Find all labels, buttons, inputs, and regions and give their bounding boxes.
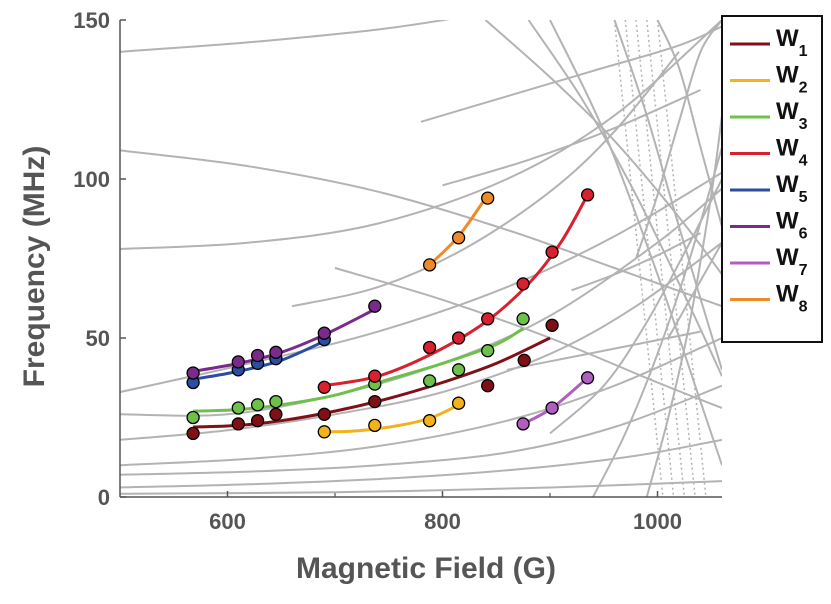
theory-curve	[120, 20, 722, 250]
theory-curve	[549, 20, 722, 466]
data-point-w3	[269, 394, 283, 409]
data-point-w3	[481, 344, 495, 358]
data-point-w2	[368, 418, 382, 433]
theory-curve	[120, 384, 722, 476]
data-point-w6	[317, 326, 331, 340]
series-fit-w7	[522, 376, 589, 426]
data-point-w4	[422, 340, 437, 355]
data-point-w7	[580, 371, 595, 385]
data-point-w2	[451, 396, 466, 410]
x-tick-label: 1000	[633, 509, 682, 534]
x-tick-label: 600	[209, 509, 246, 534]
data-point-w1	[186, 426, 200, 441]
x-axis-label: Magnetic Field (G)	[296, 552, 556, 585]
series-fit-w2	[324, 403, 460, 434]
theory-curve	[420, 25, 722, 123]
legend-label-w3: W3	[776, 98, 808, 133]
axes	[119, 19, 722, 498]
data-point-w4	[580, 188, 595, 202]
theory-curve	[635, 20, 722, 259]
legend-label-w5: W5	[776, 171, 808, 206]
data-point-w4	[545, 245, 559, 259]
x-tick-label: 800	[424, 509, 461, 534]
theory-curve	[120, 438, 722, 489]
theory-curve	[120, 171, 722, 394]
data-point-w2	[317, 425, 331, 439]
data-markers	[186, 188, 595, 441]
theory-curve	[120, 241, 722, 441]
data-point-w1	[545, 318, 559, 332]
data-point-w1	[368, 394, 382, 409]
theory-curve	[120, 20, 451, 53]
data-point-w6	[368, 299, 382, 313]
data-point-w2	[422, 414, 437, 428]
theory-curve	[613, 20, 722, 371]
data-point-w4	[516, 277, 530, 291]
theory-curve	[506, 330, 701, 371]
data-point-w7	[516, 417, 530, 431]
data-point-w1	[517, 353, 531, 367]
y-tick-label: 50	[86, 326, 110, 351]
data-point-w1	[231, 417, 245, 431]
theory-curve	[120, 480, 722, 495]
data-point-w4	[317, 380, 331, 394]
background-curves	[120, 20, 722, 497]
theory-curve	[442, 89, 701, 187]
y-tick-label: 100	[73, 167, 110, 192]
legend-label-w6: W6	[776, 208, 808, 243]
y-axis-label: Frequency (MHz)	[18, 146, 51, 388]
theory-curve	[645, 115, 722, 497]
data-point-w3	[422, 374, 437, 388]
theory-curve	[120, 187, 722, 417]
data-point-w4	[481, 312, 495, 326]
tick-labels: 0 50 100 150 600 800 1000	[73, 8, 682, 534]
theory-curve	[484, 20, 722, 276]
data-point-w4	[368, 369, 382, 383]
data-point-w1	[250, 414, 265, 428]
data-point-w6	[231, 355, 245, 369]
data-point-w4	[451, 331, 466, 345]
data-point-w3	[231, 401, 245, 415]
data-point-w3	[516, 312, 530, 326]
data-point-w7	[545, 401, 559, 415]
legend-box	[721, 15, 823, 343]
y-tick-label: 0	[98, 485, 110, 510]
data-point-w1	[317, 407, 331, 421]
theory-curve	[120, 337, 722, 467]
data-point-w1	[481, 379, 495, 393]
theory-curve	[656, 20, 722, 227]
theory-curve	[667, 242, 722, 339]
data-point-w3	[250, 398, 265, 412]
data-point-w8	[422, 258, 437, 272]
legend-label-w2: W2	[776, 62, 808, 97]
data-point-w6	[250, 348, 265, 363]
theory-curve	[571, 232, 701, 292]
theory-curve	[527, 20, 722, 377]
theory-curve-dotted	[635, 20, 686, 497]
legend-label-w4: W4	[776, 135, 808, 170]
theory-curve	[120, 149, 722, 308]
fit-curves	[192, 194, 589, 434]
legend-label-w1: W1	[776, 25, 808, 60]
data-point-w6	[269, 345, 283, 359]
data-point-w8	[481, 191, 495, 205]
data-point-w3	[451, 363, 466, 377]
data-point-w3	[186, 410, 200, 425]
y-tick-label: 150	[73, 8, 110, 33]
data-point-w8	[451, 231, 466, 245]
legend-label-w8: W8	[776, 281, 808, 316]
data-point-w1	[269, 407, 283, 421]
legend-label-w7: W7	[776, 244, 808, 279]
data-point-w6	[186, 366, 200, 380]
